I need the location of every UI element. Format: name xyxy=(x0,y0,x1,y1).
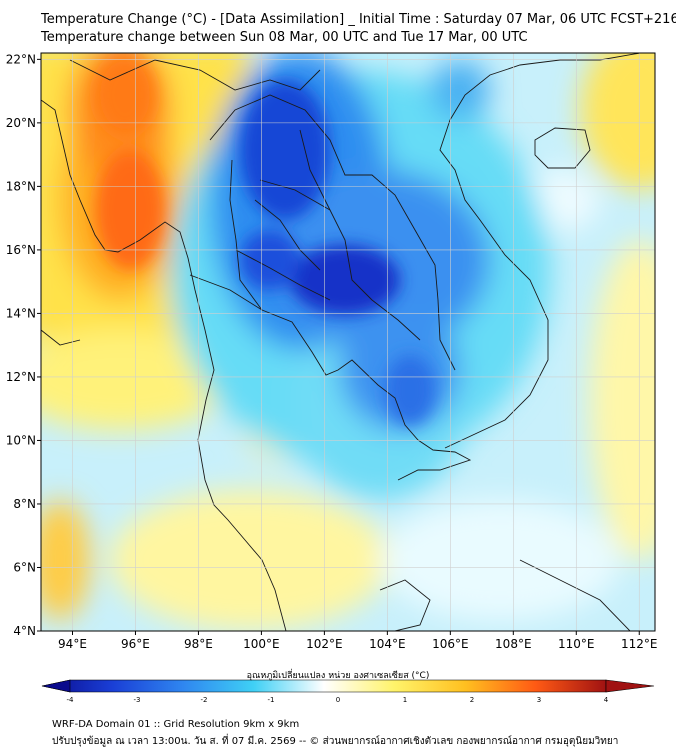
lon-tick-label: 112°E xyxy=(621,637,658,651)
colorbar-tick-label: 2 xyxy=(470,696,474,704)
lat-tick-label: 20°N xyxy=(6,116,36,130)
lat-tick-label: 18°N xyxy=(6,179,36,193)
lat-tick-label: 12°N xyxy=(6,370,36,384)
colorbar-tick-label: -1 xyxy=(268,696,275,704)
lon-tick-label: 106°E xyxy=(432,637,469,651)
lon-tick-label: 102°E xyxy=(306,637,343,651)
latitude-tick-labels: 22°N 20°N 18°N 16°N 14°N 12°N 10°N 8°N 6°N 4°N xyxy=(6,52,41,638)
lat-tick-label: 10°N xyxy=(6,433,36,447)
lon-tick-label: 98°E xyxy=(184,637,213,651)
lon-tick-label: 94°E xyxy=(58,637,87,651)
lon-tick-label: 108°E xyxy=(495,637,532,651)
colorbar: -4 -3 -2 -1 0 1 2 3 4 xyxy=(41,679,655,704)
colorbar-tick-label: 3 xyxy=(537,696,541,704)
map-title: Temperature Change (°C) - [Data Assimila… xyxy=(41,12,676,27)
colorbar-tick-label: -2 xyxy=(201,696,208,704)
lat-tick-label: 4°N xyxy=(13,624,36,638)
lon-tick-label: 100°E xyxy=(243,637,280,651)
plot-frame xyxy=(40,52,656,632)
footer-update-info: ปรับปรุงข้อมูล ณ เวลา 13:00น. วัน ส. ที่… xyxy=(52,736,619,747)
colorbar-tick-label: -3 xyxy=(134,696,141,704)
coastlines-borders xyxy=(41,53,641,631)
lat-tick-label: 8°N xyxy=(13,497,36,511)
lat-tick-label: 6°N xyxy=(13,560,36,574)
colorbar-tick-label: 1 xyxy=(403,696,407,704)
lon-tick-label: 96°E xyxy=(121,637,150,651)
map-subtitle: Temperature change between Sun 08 Mar, 0… xyxy=(41,30,528,45)
lat-tick-label: 22°N xyxy=(6,52,36,66)
colorbar-tick-label: 4 xyxy=(604,696,609,704)
lon-tick-label: 104°E xyxy=(369,637,406,651)
footer-model-info: WRF-DA Domain 01 :: Grid Resolution 9km … xyxy=(52,719,300,730)
lat-tick-label: 16°N xyxy=(6,243,36,257)
gridlines xyxy=(41,53,655,632)
lat-tick-label: 14°N xyxy=(6,306,36,320)
colorbar-tick-label: 0 xyxy=(336,696,340,704)
longitude-tick-labels: 94°E 96°E 98°E 100°E 102°E 104°E 106°E 108°E 110… xyxy=(58,631,658,651)
colorbar-label: อุณหภูมิเปลี่ยนแปลง หน่วย องศาเซลเซียส (… xyxy=(246,671,430,681)
lon-tick-label: 110°E xyxy=(558,637,595,651)
colorbar-tick-label: -4 xyxy=(67,696,75,704)
